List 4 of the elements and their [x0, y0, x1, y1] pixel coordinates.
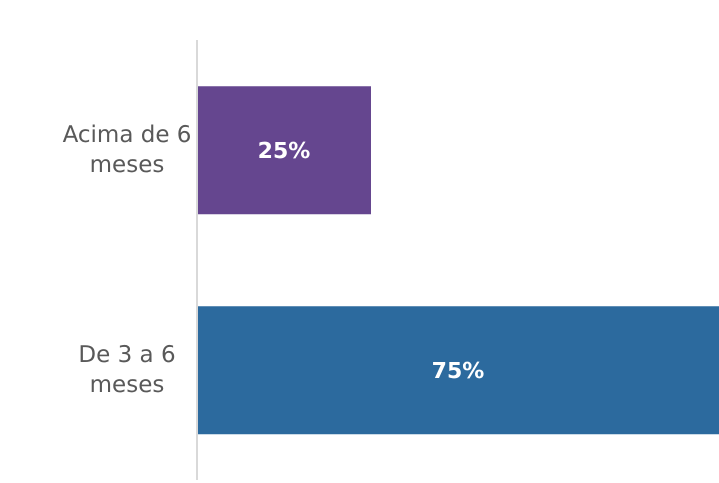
y-tick-label: Acima de 6 meses: [62, 122, 192, 178]
data-label: 75%: [432, 359, 484, 384]
y-tick-label: De 3 a 6 meses: [78, 342, 176, 398]
data-label: 25%: [258, 139, 310, 164]
